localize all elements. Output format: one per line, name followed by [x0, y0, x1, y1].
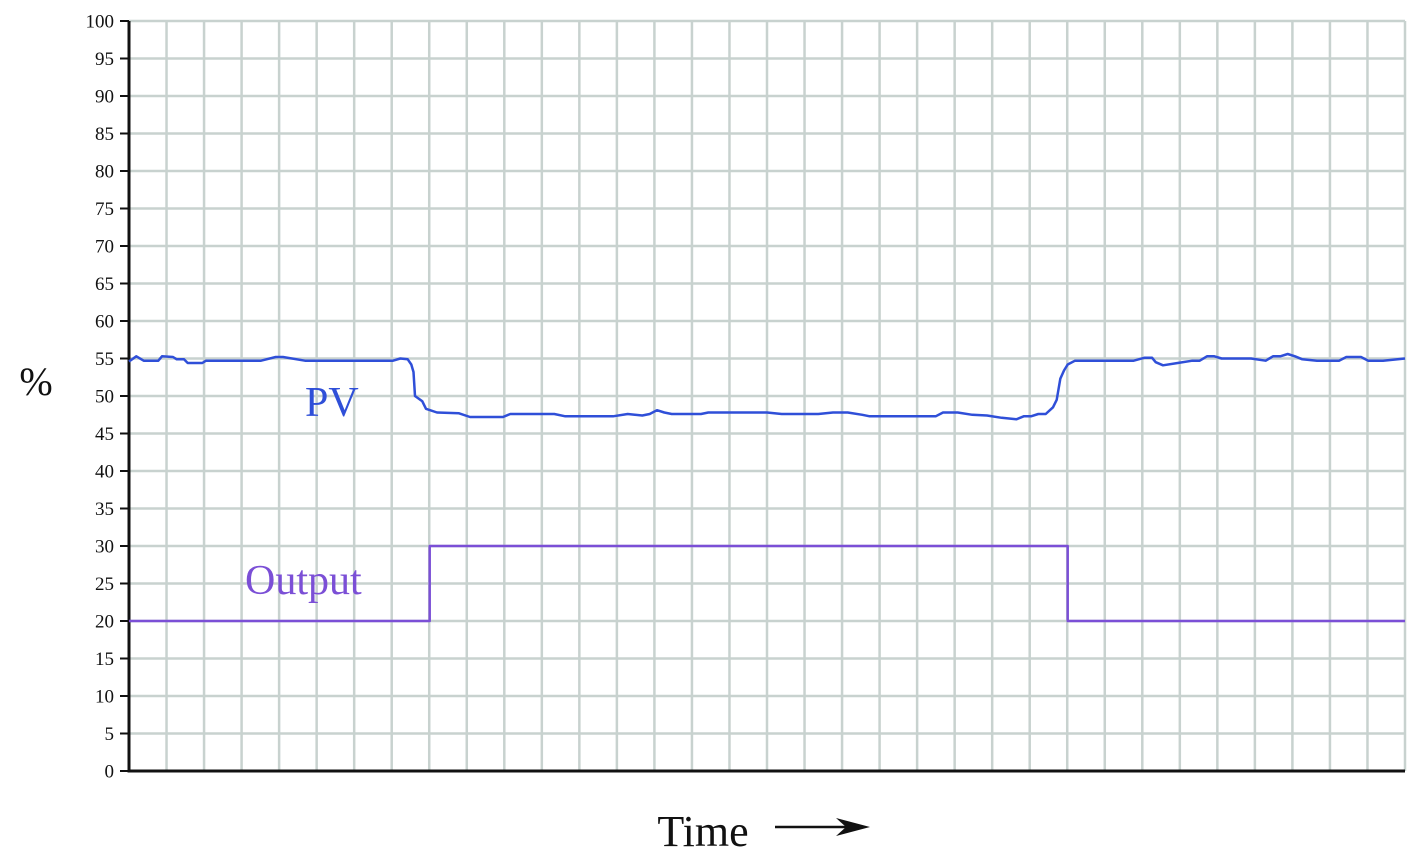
y-tick-label: 85: [95, 124, 114, 145]
y-tick-label: 60: [95, 312, 114, 333]
y-tick-label: 35: [95, 499, 114, 520]
x-axis-label: Time: [657, 807, 748, 856]
y-tick-label: 65: [95, 274, 114, 295]
series-lines: [128, 352, 1406, 623]
y-tick-label: 45: [95, 424, 114, 445]
y-tick-label: 75: [95, 199, 114, 220]
y-axis-label: %: [19, 359, 52, 404]
right-arrow-icon: [775, 818, 870, 836]
y-tick-label: 80: [95, 162, 114, 183]
pv-series-line: [128, 352, 1406, 421]
y-tick-label: 50: [95, 387, 114, 408]
y-tick-label: 20: [95, 612, 114, 633]
y-tick-label: 0: [105, 762, 115, 783]
y-tick-label: 40: [95, 462, 114, 483]
pv-series-label: PV: [305, 380, 359, 426]
y-tick-label: 100: [86, 12, 115, 33]
y-tick-label: 15: [95, 649, 114, 670]
y-tick-label: 95: [95, 49, 114, 70]
y-tick-label: 90: [95, 87, 114, 108]
y-tick-label: 25: [95, 574, 114, 595]
y-tick-label: 70: [95, 237, 114, 258]
y-tick-label: 10: [95, 687, 114, 708]
y-tick-labels: 0 5 10 15 20 25 30 35 40 45 50 55 60 65 70 75 80 85 90 95 10…: [86, 12, 129, 783]
y-tick-label: 30: [95, 537, 114, 558]
y-tick-label: 5: [105, 724, 115, 745]
output-series-label: Output: [245, 558, 362, 604]
output-series-line: [129, 544, 1405, 623]
y-tick-label: 55: [95, 349, 114, 370]
